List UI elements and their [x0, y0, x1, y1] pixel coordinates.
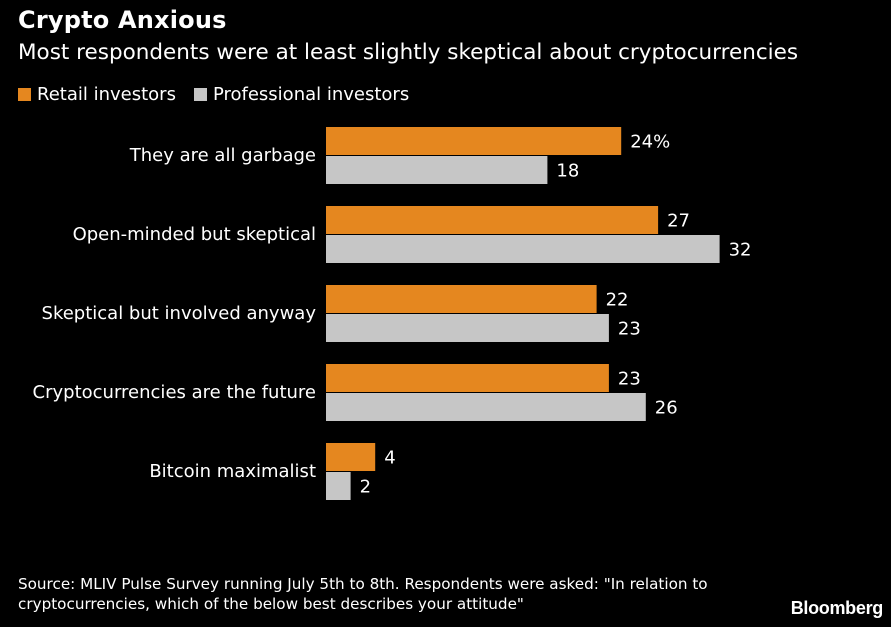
legend: Retail investors Professional investors: [18, 84, 427, 105]
source-note: Source: MLIV Pulse Survey running July 5…: [18, 575, 708, 613]
legend-item-professional: Professional investors: [193, 84, 410, 105]
chart-title: Crypto Anxious: [18, 6, 227, 34]
bar-retail: [326, 285, 597, 313]
value-label-retail: 24%: [630, 132, 670, 153]
value-label-professional: 2: [360, 477, 371, 498]
legend-label-retail: Retail investors: [37, 84, 176, 105]
bar-retail: [326, 127, 622, 155]
category-label: They are all garbage: [129, 145, 316, 166]
bar-retail: [326, 206, 659, 234]
bar-professional: [326, 393, 646, 421]
bar-professional: [326, 314, 609, 342]
value-label-professional: 18: [556, 161, 579, 182]
bloomberg-logo: Bloomberg: [790, 598, 884, 618]
value-label-retail: 22: [606, 290, 629, 311]
value-label-professional: 23: [618, 319, 641, 340]
value-label-retail: 27: [667, 211, 690, 232]
category-label: Skeptical but involved anyway: [42, 303, 317, 324]
legend-swatch-professional: [193, 88, 207, 101]
category-label: Open-minded but skeptical: [73, 224, 316, 245]
value-label-retail: 23: [618, 369, 641, 390]
bar-retail: [326, 443, 376, 471]
value-label-retail: 4: [384, 448, 395, 469]
chart-subtitle: Most respondents were at least slightly …: [18, 40, 799, 65]
bar-professional: [326, 235, 720, 263]
bar-professional: [326, 472, 351, 500]
legend-item-retail: Retail investors: [18, 84, 176, 105]
legend-label-professional: Professional investors: [212, 84, 410, 105]
category-label: Cryptocurrencies are the future: [33, 382, 316, 403]
bar-retail: [326, 364, 609, 392]
value-label-professional: 32: [729, 240, 752, 261]
bar-professional: [326, 156, 548, 184]
legend-swatch-retail: [18, 88, 31, 101]
bar-chart: They are all garbage 24% 18 Open-minded but…: [33, 127, 752, 500]
category-label: Bitcoin maximalist: [149, 461, 316, 482]
value-label-professional: 26: [655, 398, 678, 419]
